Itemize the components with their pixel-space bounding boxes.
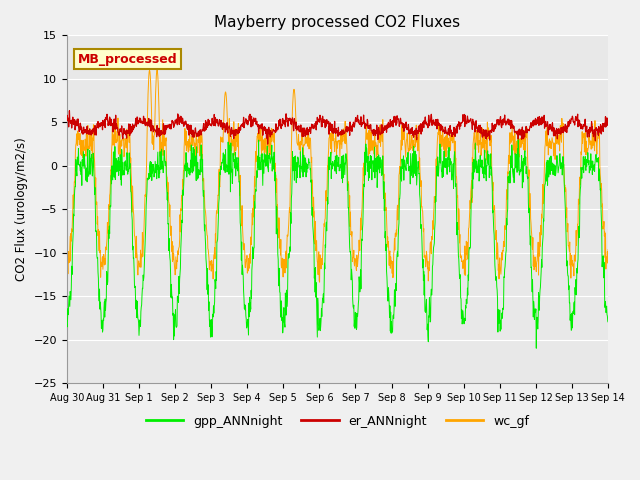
Title: Mayberry processed CO2 Fluxes: Mayberry processed CO2 Fluxes: [214, 15, 461, 30]
Y-axis label: CO2 Flux (urology/m2/s): CO2 Flux (urology/m2/s): [15, 137, 28, 281]
Legend: gpp_ANNnight, er_ANNnight, wc_gf: gpp_ANNnight, er_ANNnight, wc_gf: [141, 410, 534, 433]
Text: MB_processed: MB_processed: [77, 53, 177, 66]
